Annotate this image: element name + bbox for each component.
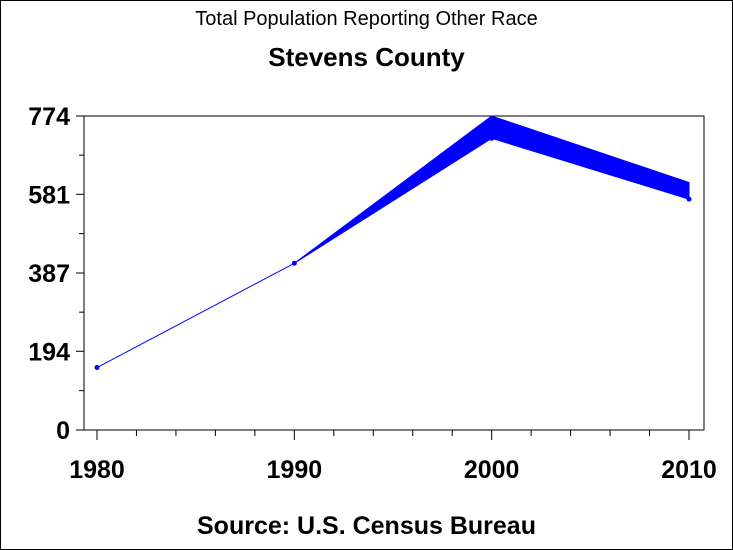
data-point <box>489 135 495 141</box>
chart-title: Total Population Reporting Other Race <box>195 8 538 30</box>
series-band <box>294 115 690 264</box>
data-point <box>291 260 297 266</box>
chart-source: Source: U.S. Census Bureau <box>197 512 536 540</box>
y-tick-label: 387 <box>28 260 70 288</box>
x-tick-label: 2000 <box>464 456 520 484</box>
data-point <box>686 196 692 202</box>
x-tick-label: 1990 <box>267 456 323 484</box>
x-tick-label: 2010 <box>661 456 717 484</box>
y-tick-label: 774 <box>28 103 70 131</box>
y-tick-label: 194 <box>28 338 70 366</box>
x-tick-label: 1980 <box>69 456 125 484</box>
data-point <box>94 365 100 371</box>
series-line-segment <box>96 262 295 368</box>
chart-subtitle: Stevens County <box>268 42 465 72</box>
y-tick-label: 581 <box>28 181 70 209</box>
y-tick-label: 0 <box>56 417 70 445</box>
